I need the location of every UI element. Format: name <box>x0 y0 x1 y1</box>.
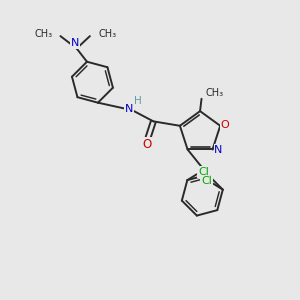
Text: Cl: Cl <box>201 176 212 186</box>
Text: O: O <box>221 120 230 130</box>
Text: H: H <box>134 96 142 106</box>
Text: N: N <box>214 145 223 155</box>
Text: O: O <box>142 137 151 151</box>
Text: CH₃: CH₃ <box>98 29 116 39</box>
Text: N: N <box>124 104 133 114</box>
Text: CH₃: CH₃ <box>205 88 223 98</box>
Text: CH₃: CH₃ <box>34 29 52 39</box>
Text: N: N <box>71 38 80 48</box>
Text: Cl: Cl <box>198 167 209 177</box>
